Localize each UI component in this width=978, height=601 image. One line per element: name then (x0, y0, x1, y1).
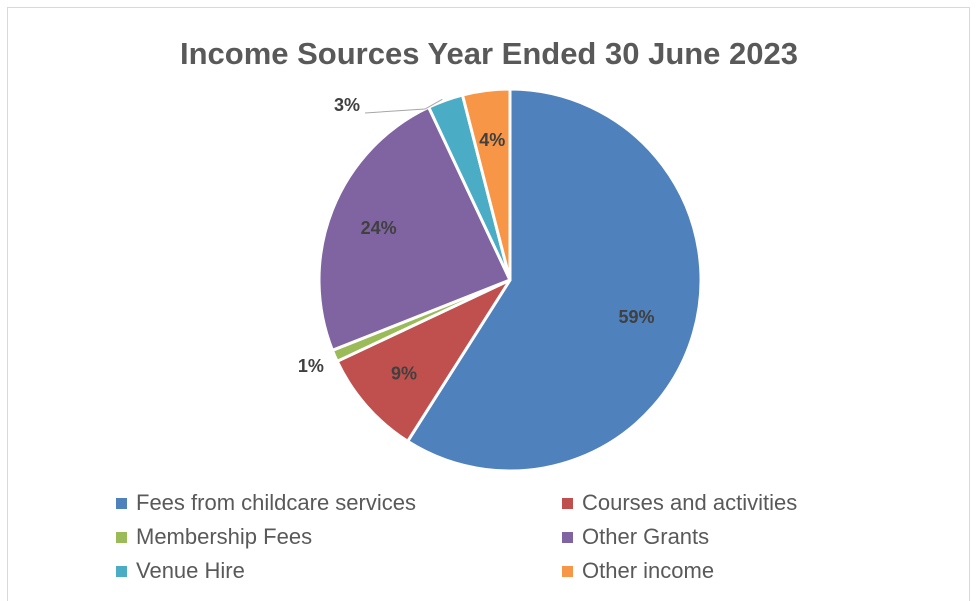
data-label-membership-fees: 1% (298, 356, 324, 376)
data-label-courses-and-activities: 9% (391, 363, 417, 383)
pie-slice-other-income (461, 87, 512, 282)
chart-legend: Fees from childcare services Courses and… (116, 488, 856, 586)
legend-label: Courses and activities (582, 490, 798, 515)
legend-swatch (116, 565, 127, 577)
legend-label: Venue Hire (136, 558, 245, 583)
legend-label: Membership Fees (136, 524, 313, 549)
legend-item-membership: Membership Fees (116, 522, 562, 552)
legend-label: Fees from childcare services (136, 490, 416, 515)
legend-item-other-income: Other income (562, 556, 856, 586)
pie-slice-fees-from-childcare-services (406, 87, 703, 473)
legend-swatch (562, 565, 573, 577)
legend-swatch (562, 497, 573, 509)
legend-swatch (562, 531, 573, 543)
data-label-other-income: 4% (479, 130, 505, 150)
pie-slice-other-grants (317, 105, 512, 352)
legend-swatch (116, 531, 127, 543)
data-label-fees-from-childcare-services: 59% (619, 307, 655, 327)
legend-item-other-grants: Other Grants (562, 522, 856, 552)
legend-item-venue-hire: Venue Hire (116, 556, 562, 586)
legend-item-childcare-fees: Fees from childcare services (116, 488, 562, 518)
legend-label: Other income (582, 558, 715, 583)
legend-label: Other Grants (582, 524, 710, 549)
pie-slice-courses-and-activities (335, 278, 512, 443)
chart-title: Income Sources Year Ended 30 June 2023 (179, 36, 799, 71)
data-label-venue-hire: 3% (334, 95, 360, 115)
data-label-other-grants: 24% (361, 218, 397, 238)
legend-swatch (116, 497, 127, 509)
legend-item-courses: Courses and activities (562, 488, 856, 518)
leader-line-venue-hire (364, 98, 443, 114)
